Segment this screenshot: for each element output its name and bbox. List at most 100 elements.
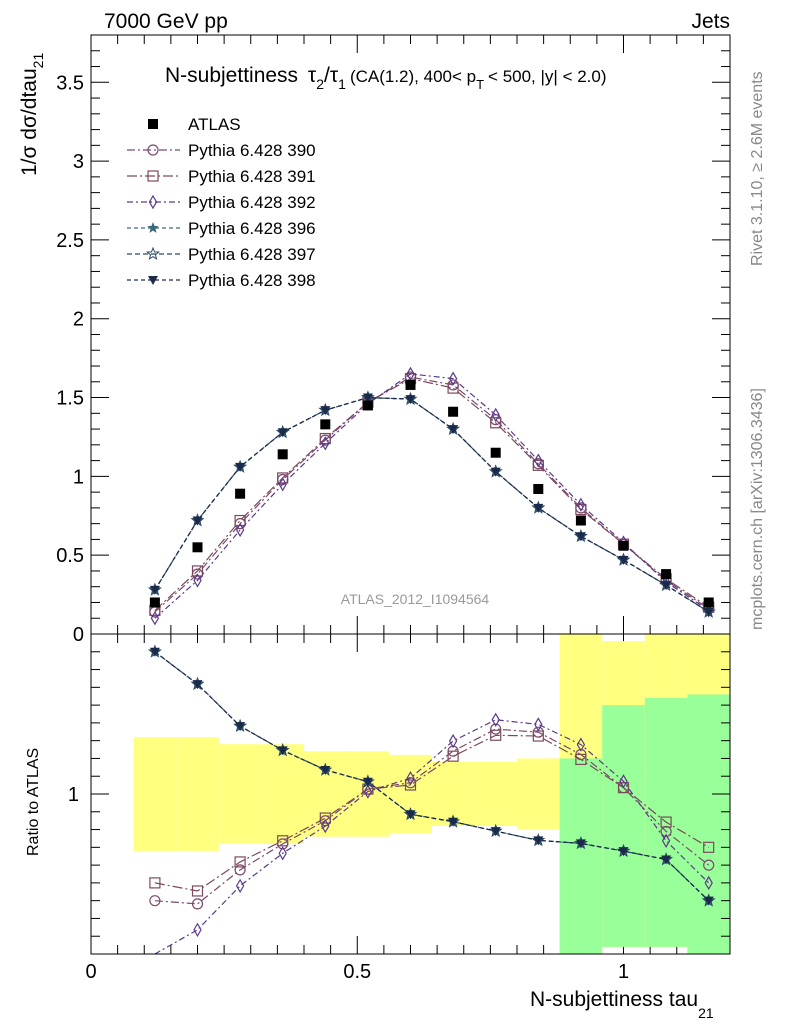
ratio-point-pythia-6-428-392 [193, 922, 202, 937]
reference-label: mcplots.cern.ch [arXiv:1306.3436] [749, 388, 766, 630]
x-tick-label: 0.5 [343, 961, 371, 983]
title-slash: / [324, 64, 330, 87]
ratio-point-pythia-6-428-390 [191, 898, 204, 910]
series-point-pythia-6-428-398 [661, 581, 672, 591]
series-point-pythia-6-428-392 [406, 366, 415, 382]
ratio-line-pythia-6-428-391 [154, 734, 710, 892]
series-point-pythia-6-428-398 [149, 585, 160, 595]
y-axis-label: 1/σ dσ/dtau21 [18, 53, 46, 176]
series-point-pythia-6-428-392 [235, 522, 245, 538]
data-point-atlas [490, 447, 501, 458]
series-point-pythia-6-428-398 [575, 532, 586, 542]
ratio-point-pythia-6-428-392 [661, 833, 671, 848]
ratio-point-pythia-6-428-392 [321, 818, 330, 834]
y-tick-label: 2 [73, 309, 84, 331]
energy-label: 7000 GeV pp [104, 10, 228, 33]
data-point-atlas [235, 488, 246, 499]
data-point-atlas [661, 569, 672, 580]
x-tick-label: 0 [85, 961, 96, 983]
series-line-pythia-6-428-390 [154, 376, 710, 613]
ratio-point-pythia-6-428-391 [234, 856, 246, 868]
ratio-point-pythia-6-428-392 [235, 878, 245, 894]
legend-marker-pythia-6-428-397 [146, 246, 160, 261]
legend-marker-pythia-6-428-398 [148, 276, 158, 285]
data-point-atlas [192, 542, 203, 553]
ratio-point-pythia-6-428-398 [405, 810, 416, 820]
ratio-point-pythia-6-428-391 [660, 816, 672, 828]
y-tick-label: 2.5 [56, 230, 84, 252]
ratio-panel: 1 [68, 633, 731, 955]
ratio-point-pythia-6-428-391 [191, 885, 204, 897]
ratio-band-yellow [218, 744, 262, 844]
ratio-point-pythia-6-428-398 [575, 839, 586, 849]
series-point-pythia-6-428-391 [319, 432, 331, 445]
data-point-atlas [618, 540, 629, 551]
legend-label-pythia-6-428-396: Pythia 6.428 396 [188, 219, 316, 238]
title-tau-den: τ [330, 64, 339, 87]
ratio-point-pythia-6-428-392 [619, 774, 628, 789]
series-point-pythia-6-428-398 [277, 428, 288, 438]
legend-marker-pythia-6-428-396 [147, 222, 159, 233]
svg-text:1/σ dσ/dtau21: 1/σ dσ/dtau21 [18, 53, 46, 176]
data-point-atlas [149, 597, 160, 608]
series-point-pythia-6-428-398 [362, 393, 373, 403]
legend-marker-atlas [148, 119, 158, 129]
ratio-point-pythia-6-428-398 [362, 777, 373, 787]
data-point-atlas [703, 597, 714, 608]
series-point-pythia-6-428-398 [320, 406, 331, 416]
ratio-point-pythia-6-428-398 [703, 896, 714, 906]
ratio-point-pythia-6-428-398 [490, 827, 501, 837]
main-frame [90, 34, 731, 635]
plot-title: N-subjettiness τ2/τ1 (CA(1.2), 400< pT < 5… [165, 64, 607, 92]
ratio-point-pythia-6-428-392 [278, 846, 287, 861]
series-point-pythia-6-428-391 [277, 472, 289, 484]
analysis-watermark: ATLAS_2012_I1094564 [341, 591, 490, 607]
series-point-pythia-6-428-391 [191, 565, 204, 577]
ratio-band-yellow [474, 762, 517, 826]
y-tick-label: 0 [73, 624, 84, 646]
title-cuts-sub: T [476, 77, 484, 92]
series-point-pythia-6-428-398 [235, 462, 246, 472]
svg-text:N-subjettiness τ2/τ1(CA(: N-subjettiness τ2/τ1 (CA(1.2), 400< pT < 5… [165, 64, 607, 92]
title-tau-num: τ [308, 64, 317, 87]
data-point-atlas [277, 449, 288, 460]
ratio-point-pythia-6-428-390 [703, 859, 715, 871]
ratio-point-pythia-6-428-392 [363, 784, 373, 799]
series-point-pythia-6-428-398 [192, 516, 203, 526]
series-point-pythia-6-428-398 [405, 395, 416, 405]
series-line-pythia-6-428-391 [154, 377, 710, 611]
y-tick-label: 1.5 [56, 388, 84, 410]
ratio-band-yellow [517, 758, 560, 830]
ratio-band-green [559, 758, 603, 954]
ratio-band-yellow [133, 737, 177, 851]
ratio-point-pythia-6-428-390 [660, 825, 672, 838]
ratio-point-pythia-6-428-392 [576, 737, 586, 752]
legend: ATLAS Pythia 6.428 390 Pythia 6.428 391 Pyt… [127, 115, 316, 290]
ratio-point-pythia-6-428-398 [277, 746, 288, 756]
ratio-point-pythia-6-428-390 [234, 864, 246, 876]
ratio-point-pythia-6-428-391 [149, 877, 161, 889]
ratio-point-pythia-6-428-391 [703, 841, 715, 853]
ratio-point-pythia-6-428-392 [534, 717, 543, 732]
ratio-point-pythia-6-428-392 [448, 733, 458, 749]
title-cuts-b: < 500, |y| < 2.0) [488, 67, 606, 86]
title-tau-den-sub: 1 [338, 76, 346, 92]
ratio-band-green [602, 705, 645, 947]
series-point-pythia-6-428-398 [703, 607, 714, 617]
series-point-pythia-6-428-392 [150, 611, 160, 626]
series-point-pythia-6-428-392 [193, 573, 202, 588]
y-tick-label: 3 [73, 151, 84, 173]
x-axis-label-sub: 21 [698, 1005, 714, 1021]
ratio-band-green [687, 694, 730, 954]
ratio-band-yellow [389, 754, 432, 834]
title-tau-num-sub: 2 [316, 76, 324, 92]
ratio-axis-label: Ratio to ATLAS [25, 748, 42, 856]
ratio-point-pythia-6-428-391 [617, 782, 630, 794]
series-point-pythia-6-428-391 [490, 417, 502, 429]
ratio-point-pythia-6-428-398 [320, 765, 331, 775]
series-point-pythia-6-428-392 [448, 371, 458, 386]
series-line-pythia-6-428-397 [154, 396, 710, 613]
series-point-pythia-6-428-392 [491, 407, 500, 423]
ratio-line-pythia-6-428-398 [154, 651, 710, 902]
